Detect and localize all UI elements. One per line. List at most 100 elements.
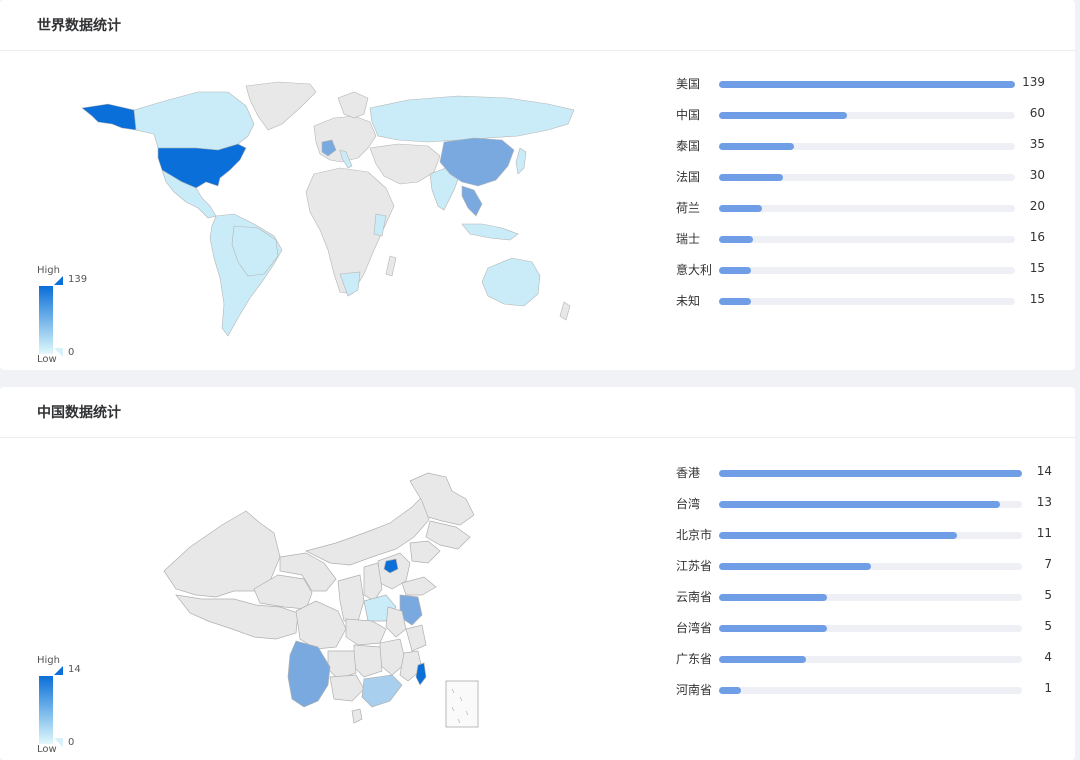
map-region-heilongjiang bbox=[409, 472, 475, 526]
ranking-bar-fill bbox=[719, 594, 827, 601]
ranking-value: 20 bbox=[1029, 199, 1045, 213]
ranking-row: 中国 60 bbox=[676, 105, 1056, 125]
map-region-brazil bbox=[231, 225, 279, 277]
ranking-bar-track bbox=[719, 112, 1015, 119]
ranking-row: 荷兰 20 bbox=[676, 198, 1056, 218]
ranking-bar-track bbox=[719, 174, 1015, 181]
map-region-middle-east bbox=[369, 143, 441, 185]
ranking-bar-track bbox=[719, 205, 1015, 212]
map-region-xinjiang bbox=[163, 510, 281, 598]
ranking-value: 14 bbox=[1036, 464, 1052, 478]
map-region-liaoning bbox=[409, 540, 441, 564]
map-region-east-africa bbox=[373, 213, 387, 237]
map-region-guangdong bbox=[361, 674, 403, 708]
legend-min-value: 0 bbox=[68, 737, 75, 748]
ranking-bar-track bbox=[719, 594, 1022, 601]
ranking-label: 云南省 bbox=[676, 590, 713, 604]
map-region-italy bbox=[339, 149, 353, 169]
ranking-bar-fill bbox=[719, 205, 762, 212]
ranking-label: 香港 bbox=[676, 466, 701, 480]
map-region-australia bbox=[481, 257, 541, 307]
legend-high-label: High bbox=[37, 265, 60, 276]
ranking-bar-fill bbox=[719, 501, 1000, 508]
ranking-value: 5 bbox=[1044, 588, 1052, 602]
legend-low-label: Low bbox=[37, 354, 57, 365]
ranking-value: 7 bbox=[1044, 557, 1052, 571]
ranking-bar-track bbox=[719, 625, 1022, 632]
ranking-bar-fill bbox=[719, 236, 753, 243]
ranking-bar-fill bbox=[719, 532, 957, 539]
legend-min-value: 0 bbox=[68, 347, 75, 358]
ranking-value: 5 bbox=[1044, 619, 1052, 633]
ranking-value: 1 bbox=[1044, 681, 1052, 695]
ranking-row: 北京市 11 bbox=[676, 525, 1056, 545]
ranking-label: 荷兰 bbox=[676, 201, 701, 215]
legend-min-handle[interactable] bbox=[54, 348, 63, 357]
ranking-label: 江苏省 bbox=[676, 559, 713, 573]
ranking-bar-fill bbox=[719, 143, 794, 150]
ranking-bar-track bbox=[719, 267, 1015, 274]
ranking-row: 意大利 15 bbox=[676, 260, 1056, 280]
china-panel-header: 中国数据统计 bbox=[0, 387, 1075, 438]
legend-min-handle[interactable] bbox=[54, 738, 63, 747]
legend-gradient-bar bbox=[39, 676, 53, 744]
ranking-bar-track bbox=[719, 470, 1022, 477]
ranking-label: 中国 bbox=[676, 108, 701, 122]
map-region-canada bbox=[133, 91, 255, 151]
legend-max-handle[interactable] bbox=[54, 666, 63, 675]
ranking-label: 台湾 bbox=[676, 497, 701, 511]
world-map[interactable] bbox=[78, 78, 578, 343]
ranking-bar-track bbox=[719, 143, 1015, 150]
ranking-row: 河南省 1 bbox=[676, 680, 1056, 700]
map-region-sichuan bbox=[295, 600, 347, 650]
china-map[interactable] bbox=[160, 471, 500, 731]
china-panel-title: 中国数据统计 bbox=[37, 405, 121, 421]
world-stats-panel: 世界数据统计 bbox=[0, 0, 1075, 370]
legend-gradient-bar bbox=[39, 286, 53, 354]
map-region-russia bbox=[369, 95, 575, 143]
ranking-bar-track bbox=[719, 532, 1022, 539]
ranking-bar-track bbox=[719, 501, 1022, 508]
ranking-bar-fill bbox=[719, 112, 847, 119]
map-region-alaska bbox=[81, 103, 137, 131]
ranking-row: 泰国 35 bbox=[676, 136, 1056, 156]
ranking-row: 台湾省 5 bbox=[676, 618, 1056, 638]
legend-high-label: High bbox=[37, 655, 60, 666]
ranking-row: 瑞士 16 bbox=[676, 229, 1056, 249]
map-region-beijing bbox=[383, 558, 399, 574]
ranking-bar-fill bbox=[719, 470, 1022, 477]
ranking-bar-track bbox=[719, 236, 1015, 243]
legend-max-value: 139 bbox=[68, 274, 88, 285]
ranking-label: 河南省 bbox=[676, 683, 713, 697]
ranking-bar-fill bbox=[719, 625, 827, 632]
map-region-shaanxi bbox=[337, 574, 365, 622]
map-region-jilin bbox=[425, 520, 471, 550]
ranking-row: 美国 139 bbox=[676, 74, 1056, 94]
ranking-value: 16 bbox=[1029, 230, 1045, 244]
ranking-row: 台湾 13 bbox=[676, 494, 1056, 514]
south-china-sea-inset bbox=[445, 680, 479, 728]
ranking-bar-track bbox=[719, 687, 1022, 694]
ranking-value: 60 bbox=[1029, 106, 1045, 120]
ranking-label: 泰国 bbox=[676, 139, 701, 153]
china-legend: High 14 0 Low bbox=[36, 655, 96, 755]
legend-max-value: 14 bbox=[68, 664, 81, 675]
map-region-mexico bbox=[161, 169, 217, 219]
ranking-value: 11 bbox=[1036, 526, 1052, 540]
map-region-japan bbox=[515, 147, 527, 175]
map-region-hainan bbox=[351, 708, 363, 724]
ranking-bar-fill bbox=[719, 174, 783, 181]
map-region-qinghai bbox=[253, 574, 313, 610]
map-region-madagascar bbox=[385, 255, 397, 277]
ranking-label: 美国 bbox=[676, 77, 701, 91]
ranking-bar-fill bbox=[719, 81, 1015, 88]
ranking-label: 广东省 bbox=[676, 652, 713, 666]
ranking-value: 35 bbox=[1029, 137, 1045, 151]
ranking-value: 4 bbox=[1044, 650, 1052, 664]
map-region-anhui bbox=[385, 606, 407, 638]
ranking-row: 未知 15 bbox=[676, 291, 1056, 311]
legend-max-handle[interactable] bbox=[54, 276, 63, 285]
ranking-value: 15 bbox=[1029, 261, 1045, 275]
ranking-row: 法国 30 bbox=[676, 167, 1056, 187]
ranking-bar-track bbox=[719, 298, 1015, 305]
